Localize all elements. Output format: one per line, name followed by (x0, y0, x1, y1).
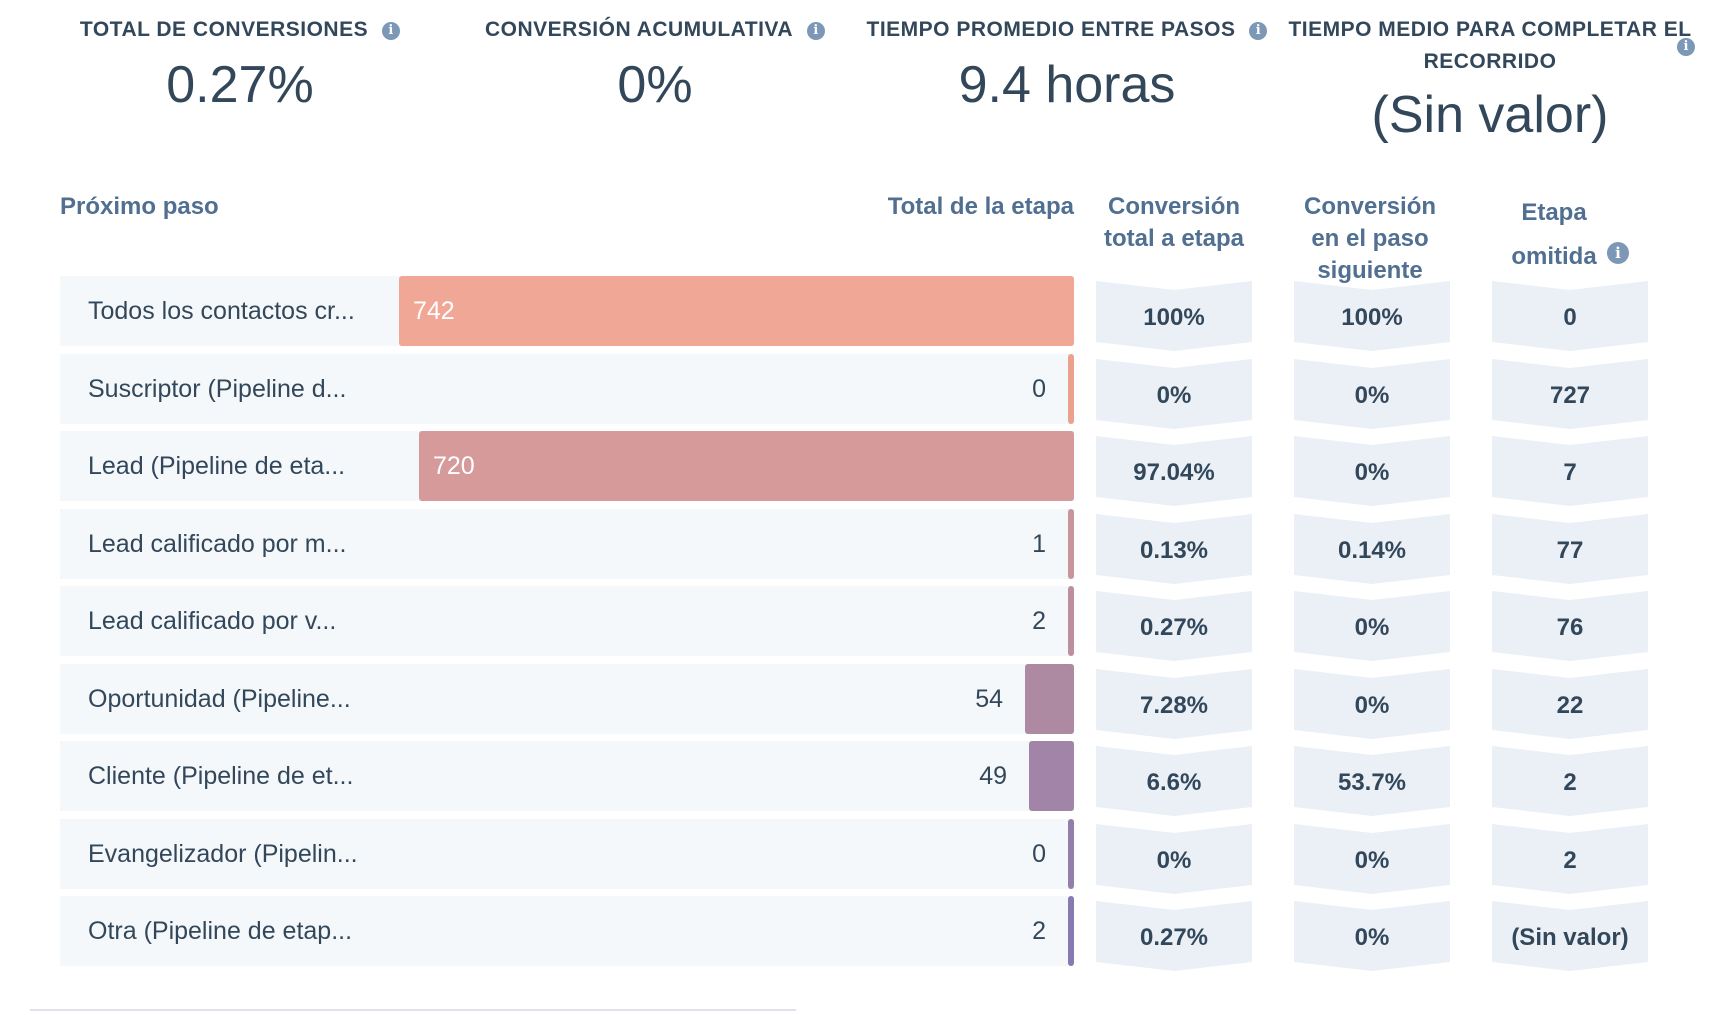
kpi-label: TIEMPO MEDIO PARA COMPLETAR EL RECORRIDO (1288, 18, 1692, 73)
stage-total-value: 742 (413, 297, 455, 325)
stage-total-bar[interactable]: 720 (419, 431, 1074, 501)
row-step-label: Cliente (Pipeline de et... (88, 762, 354, 790)
kpi-value: (Sin valor) (1371, 86, 1609, 144)
kpi-avg-time-between-steps: TIEMPO PROMEDIO ENTRE PASOS i 9.4 horas (862, 14, 1272, 116)
header-next-step: Próximo paso (60, 193, 219, 220)
skipped-stage-cell: 727 (1492, 359, 1648, 429)
conversion-next-cell: 0% (1294, 824, 1450, 894)
conversion-total-cell: 0.27% (1096, 591, 1252, 661)
stage-total-bar[interactable] (1068, 819, 1074, 889)
header-skipped-stage: Etapa omitida (1468, 191, 1668, 279)
conversion-next-cell: 0% (1294, 436, 1450, 506)
skipped-stage-cell: 2 (1492, 824, 1648, 894)
info-icon[interactable]: i (382, 22, 401, 40)
table-row[interactable]: Lead (Pipeline de eta... 720 (60, 431, 1074, 501)
table-row[interactable]: Oportunidad (Pipeline... 54 (60, 664, 1074, 734)
table-row[interactable]: Lead calificado por v... 2 (60, 586, 1074, 656)
stage-total-bar[interactable] (1068, 354, 1074, 424)
skipped-stage-cell: 2 (1492, 746, 1648, 816)
stage-total-value: 1 (1032, 530, 1046, 558)
stage-total-value: 49 (979, 762, 1007, 790)
row-step-label: Lead calificado por m... (88, 530, 347, 558)
conversion-next-cell: 100% (1294, 281, 1450, 351)
row-step-label: Lead (Pipeline de eta... (88, 452, 346, 480)
conversion-total-cell: 100% (1096, 281, 1252, 351)
stage-total-bar[interactable] (1068, 509, 1074, 579)
stage-total-value: 0 (1032, 375, 1046, 403)
conversion-next-cell: 0% (1294, 669, 1450, 739)
header-conversion-next: Conversión en el paso siguiente (1303, 193, 1437, 284)
conversion-next-cell: 53.7% (1294, 746, 1450, 816)
kpi-label: TIEMPO PROMEDIO ENTRE PASOS (866, 18, 1236, 41)
kpi-total-conversions: TOTAL DE CONVERSIONES i 0.27% (60, 14, 420, 116)
conversion-total-cell: 0% (1096, 824, 1252, 894)
kpi-label: TOTAL DE CONVERSIONES (79, 18, 369, 41)
skipped-stage-cell: 76 (1492, 591, 1648, 661)
conversion-total-cell: 7.28% (1096, 669, 1252, 739)
skipped-stage-cell: 77 (1492, 514, 1648, 584)
table-row[interactable]: Evangelizador (Pipelin... 0 (60, 819, 1074, 889)
kpi-label: CONVERSIÓN ACUMULATIVA (484, 18, 794, 41)
info-icon[interactable]: i (1677, 38, 1695, 56)
skipped-stage-cell: (Sin valor) (1492, 901, 1648, 971)
skipped-stage-cell: 7 (1492, 436, 1648, 506)
table-row[interactable]: Suscriptor (Pipeline d... 0 (60, 354, 1074, 424)
stage-total-bar[interactable] (1068, 896, 1074, 966)
info-icon[interactable]: i (1249, 22, 1268, 40)
row-step-label: Otra (Pipeline de etap... (88, 917, 353, 945)
stage-total-bar[interactable] (1068, 586, 1074, 656)
conversion-next-cell: 0% (1294, 591, 1450, 661)
table-row[interactable]: Cliente (Pipeline de et... 49 (60, 741, 1074, 811)
stage-total-bar[interactable]: 742 (399, 276, 1074, 346)
skipped-stage-cell: 22 (1492, 669, 1648, 739)
kpi-value: 0.27% (166, 56, 314, 114)
table-row[interactable]: Otra (Pipeline de etap... 2 (60, 896, 1074, 966)
conversion-total-cell: 0.27% (1096, 901, 1252, 971)
conversion-next-cell: 0% (1294, 901, 1450, 971)
conversion-total-cell: 6.6% (1096, 746, 1252, 816)
header-skipped-stage-label: Etapa omitida (1511, 199, 1597, 270)
table-row[interactable]: Todos los contactos cr... 742 (60, 276, 1074, 346)
divider (30, 1009, 796, 1015)
conversion-next-cell: 0% (1294, 359, 1450, 429)
stage-total-bar[interactable] (1029, 741, 1074, 811)
kpi-cumulative-conversion: CONVERSIÓN ACUMULATIVA i 0% (470, 14, 840, 116)
header-conversion-total: Conversión total a etapa (1103, 193, 1245, 252)
kpi-median-time-to-complete: TIEMPO MEDIO PARA COMPLETAR EL RECORRIDO… (1280, 14, 1700, 146)
row-step-label: Suscriptor (Pipeline d... (88, 375, 347, 403)
header-stage-total: Total de la etapa (887, 193, 1074, 220)
conversion-next-cell: 0.14% (1294, 514, 1450, 584)
row-step-label: Evangelizador (Pipelin... (88, 840, 358, 868)
info-icon[interactable]: i (1607, 242, 1629, 264)
conversion-total-cell: 0.13% (1096, 514, 1252, 584)
stage-total-value: 2 (1032, 607, 1046, 635)
row-step-label: Todos los contactos cr... (88, 297, 355, 325)
stage-total-value: 2 (1032, 917, 1046, 945)
stage-total-value: 0 (1032, 840, 1046, 868)
info-icon[interactable]: i (807, 22, 826, 40)
row-step-label: Lead calificado por v... (88, 607, 337, 635)
conversion-total-cell: 0% (1096, 359, 1252, 429)
kpi-value: 0% (617, 56, 693, 114)
stage-total-bar[interactable] (1025, 664, 1074, 734)
conversion-total-cell: 97.04% (1096, 436, 1252, 506)
kpi-value: 9.4 horas (958, 56, 1176, 114)
stage-total-value: 720 (433, 452, 475, 480)
table-row[interactable]: Lead calificado por m... 1 (60, 509, 1074, 579)
row-step-label: Oportunidad (Pipeline... (88, 685, 351, 713)
skipped-stage-cell: 0 (1492, 281, 1648, 351)
stage-total-value: 54 (975, 685, 1003, 713)
